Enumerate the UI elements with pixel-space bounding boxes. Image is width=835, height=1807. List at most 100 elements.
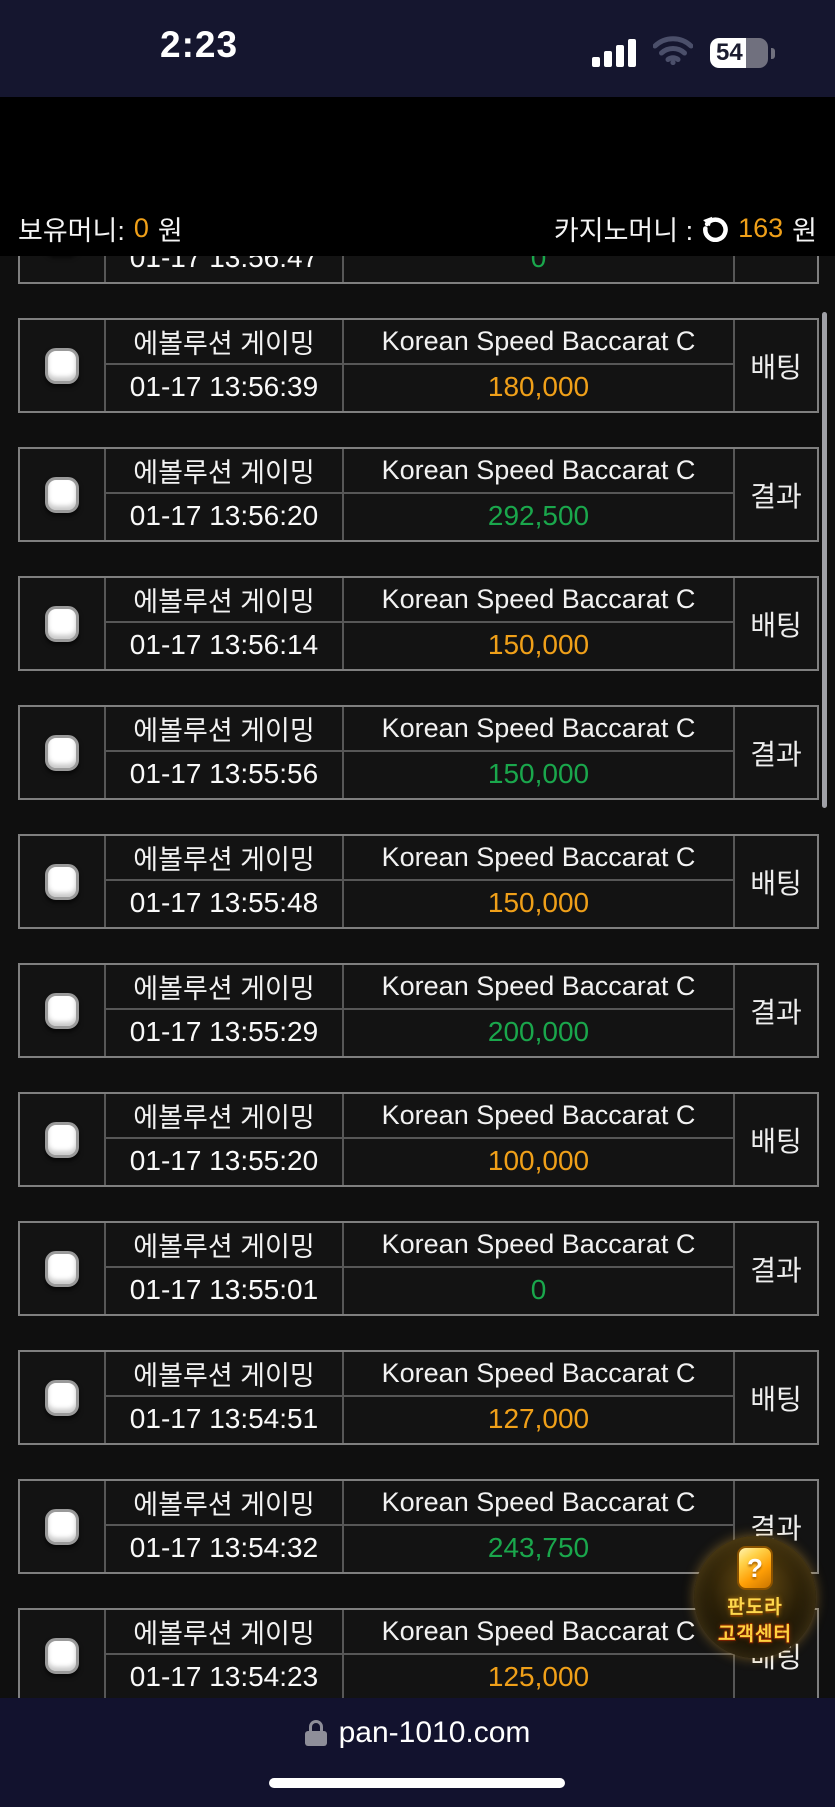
bet-row: 에볼루션 게이밍 01-17 13:55:29 Korean Speed Bac…: [18, 963, 819, 1058]
provider-label: 에볼루션 게이밍: [106, 1352, 342, 1397]
badge-brand-text: 판도라: [727, 1597, 783, 1618]
bet-amount: 150,000: [487, 629, 590, 660]
game-name: Korean Speed Baccarat C: [344, 449, 733, 494]
customer-center-badge[interactable]: ? 판도라 고객센터: [694, 1536, 816, 1658]
bet-row: 에볼루션 게이밍 01-17 13:55:20 Korean Speed Bac…: [18, 1092, 819, 1187]
bet-status: 배팅: [733, 836, 817, 927]
row-checkbox[interactable]: [45, 476, 79, 513]
bet-time: 01-17 13:56:20: [129, 500, 319, 531]
provider-label: 에볼루션 게이밍: [106, 320, 342, 365]
row-checkbox[interactable]: [45, 1508, 79, 1545]
bet-row: 에볼루션 게이밍 01-17 13:55:56 Korean Speed Bac…: [18, 705, 819, 800]
bet-row: 에볼루션 게이밍 01-17 13:55:01 Korean Speed Bac…: [18, 1221, 819, 1316]
casino-money-unit: 원: [792, 216, 817, 246]
row-checkbox[interactable]: [45, 605, 79, 642]
bet-amount: 100,000: [487, 1145, 590, 1176]
row-checkbox[interactable]: [45, 992, 79, 1029]
row-checkbox[interactable]: [45, 863, 79, 900]
bet-time: 01-17 13:54:23: [129, 1661, 319, 1692]
bet-amount: 127,000: [487, 1403, 590, 1434]
app-header: [0, 97, 835, 201]
wifi-icon: [652, 36, 694, 70]
browser-bottom-bar: pan-1010.com: [0, 1698, 835, 1807]
bet-time: 01-17 13:55:56: [129, 758, 319, 789]
own-money-label: 보유머니:: [18, 216, 125, 246]
game-name: Korean Speed Baccarat C: [344, 836, 733, 881]
provider-label: 에볼루션 게이밍: [106, 578, 342, 623]
provider-label: 에볼루션 게이밍: [106, 1610, 342, 1655]
bet-status: 결과: [733, 965, 817, 1056]
game-name: Korean Speed Baccarat C: [344, 1352, 733, 1397]
bet-row: 에볼루션 게이밍 01-17 13:54:23 Korean Speed Bac…: [18, 1608, 819, 1703]
battery-nub: [771, 47, 775, 59]
provider-label: 에볼루션 게이밍: [106, 965, 342, 1010]
status-bar: 2:23 54: [0, 0, 835, 97]
game-name: Korean Speed Baccarat C: [344, 578, 733, 623]
home-indicator[interactable]: [269, 1778, 565, 1788]
bet-time: 01-17 13:55:20: [129, 1145, 319, 1176]
bet-status: 배팅: [733, 1352, 817, 1443]
bet-row: 에볼루션 게이밍 01-17 13:55:48 Korean Speed Bac…: [18, 834, 819, 929]
clock: 2:23: [160, 24, 239, 65]
bet-row: 에볼루션 게이밍 01-17 13:56:20 Korean Speed Bac…: [18, 447, 819, 542]
own-money-unit: 원: [157, 216, 183, 246]
own-money-amount: 0: [133, 213, 149, 243]
bet-time: 01-17 13:54:51: [129, 1403, 319, 1434]
site-url: pan-1010.com: [338, 1716, 531, 1749]
casino-money-label: 카지노머니 :: [553, 216, 694, 246]
bet-history-list: 01-17 13:56:47 0 에볼루션 게이밍 01-17 13:56:39…: [18, 189, 819, 1737]
battery-icon: 54: [710, 38, 768, 68]
row-checkbox[interactable]: [45, 1637, 79, 1674]
bet-time: 01-17 13:54:32: [129, 1532, 319, 1563]
bet-row: 에볼루션 게이밍 01-17 13:56:39 Korean Speed Bac…: [18, 318, 819, 413]
bet-status: 결과: [733, 707, 817, 798]
provider-label: 에볼루션 게이밍: [106, 836, 342, 881]
game-name: Korean Speed Baccarat C: [344, 1223, 733, 1268]
bet-time: 01-17 13:56:39: [129, 371, 319, 402]
bet-amount: 243,750: [487, 1532, 590, 1563]
game-name: Korean Speed Baccarat C: [344, 965, 733, 1010]
bet-status: 결과: [733, 449, 817, 540]
bet-status: 배팅: [733, 1094, 817, 1185]
casino-money-amount: 163: [738, 213, 784, 243]
address-bar[interactable]: pan-1010.com: [0, 1716, 835, 1750]
row-checkbox[interactable]: [45, 1121, 79, 1158]
bet-amount: 200,000: [487, 1016, 590, 1047]
bet-amount: 125,000: [487, 1661, 590, 1692]
provider-label: 에볼루션 게이밍: [106, 707, 342, 752]
game-name: Korean Speed Baccarat C: [344, 1481, 733, 1526]
bet-amount: 180,000: [487, 371, 590, 402]
bet-time: 01-17 13:55:01: [129, 1274, 319, 1305]
game-name: Korean Speed Baccarat C: [344, 707, 733, 752]
game-name: Korean Speed Baccarat C: [344, 320, 733, 365]
game-name: Korean Speed Baccarat C: [344, 1610, 733, 1655]
row-checkbox[interactable]: [45, 734, 79, 771]
bet-time: 01-17 13:55:29: [129, 1016, 319, 1047]
wallet-bar: 보유머니: 0 원 카지노머니 : 163 원: [0, 201, 835, 256]
bet-row: 에볼루션 게이밍 01-17 13:56:14 Korean Speed Bac…: [18, 576, 819, 671]
bet-status: 결과: [733, 1223, 817, 1314]
bet-status: 배팅: [733, 320, 817, 411]
row-checkbox[interactable]: [45, 347, 79, 384]
bet-row: 에볼루션 게이밍 01-17 13:54:51 Korean Speed Bac…: [18, 1350, 819, 1445]
provider-label: 에볼루션 게이밍: [106, 1094, 342, 1139]
bet-time: 01-17 13:56:14: [129, 629, 319, 660]
scrollbar-thumb[interactable]: [822, 312, 827, 808]
provider-label: 에볼루션 게이밍: [106, 1481, 342, 1526]
bet-status: 배팅: [733, 578, 817, 669]
bet-amount: 0: [530, 1274, 547, 1305]
provider-label: 에볼루션 게이밍: [106, 449, 342, 494]
game-name: Korean Speed Baccarat C: [344, 1094, 733, 1139]
bet-amount: 292,500: [487, 500, 590, 531]
bet-row: 에볼루션 게이밍 01-17 13:54:32 Korean Speed Bac…: [18, 1479, 819, 1574]
provider-label: 에볼루션 게이밍: [106, 1223, 342, 1268]
row-checkbox[interactable]: [45, 1379, 79, 1416]
row-checkbox[interactable]: [45, 1250, 79, 1287]
bet-time: 01-17 13:55:48: [129, 887, 319, 918]
lock-icon: [304, 1720, 327, 1746]
battery-percent: 54: [716, 39, 743, 66]
cellular-signal-icon: [592, 39, 636, 67]
badge-cs-text: 고객센터: [718, 1624, 792, 1645]
refresh-ccw-icon[interactable]: [702, 215, 729, 243]
bet-amount: 150,000: [487, 887, 590, 918]
